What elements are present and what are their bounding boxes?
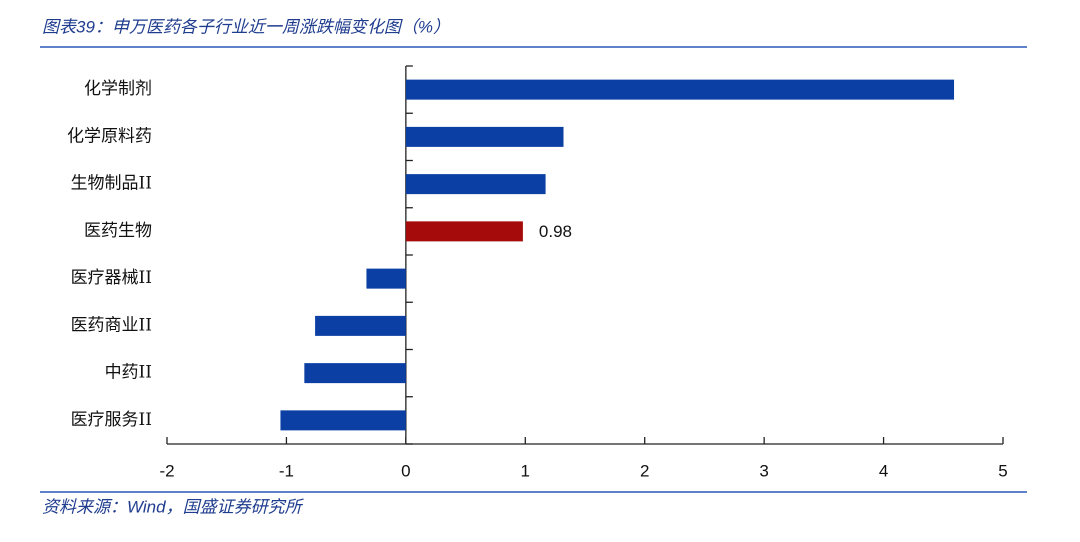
- x-tick-label: 1: [521, 461, 530, 480]
- bar: [405, 174, 546, 195]
- bar: [280, 410, 406, 431]
- value-label: 0.98: [539, 222, 572, 241]
- bar: [405, 126, 564, 147]
- x-tick-label: -1: [279, 461, 294, 480]
- y-tick-label: 医疗服务II: [71, 410, 152, 430]
- y-tick-label: 医药生物: [84, 221, 152, 241]
- y-tick-label: 生物制品II: [71, 174, 152, 194]
- bar: [366, 268, 406, 289]
- source-note: 资料来源：Wind，国盛证券研究所: [42, 497, 305, 516]
- y-tick-label: 化学原料药: [67, 126, 152, 146]
- bar: [405, 221, 523, 242]
- y-tick-label: 中药II: [105, 363, 152, 383]
- bar: [405, 79, 955, 100]
- x-tick-label: -2: [159, 461, 174, 480]
- x-tick-label: 5: [998, 461, 1007, 480]
- x-tick-label: 4: [879, 461, 888, 480]
- chart-title: 图表39：申万医药各子行业近一周涨跌幅变化图（%）: [42, 17, 450, 36]
- x-tick-label: 2: [640, 461, 649, 480]
- x-tick-label: 0: [401, 461, 410, 480]
- x-tick-label: 3: [759, 461, 768, 480]
- bar: [315, 315, 406, 336]
- y-tick-label: 医药商业II: [71, 315, 152, 335]
- y-tick-label: 化学制剂: [84, 79, 152, 99]
- bar: [304, 363, 406, 384]
- y-tick-label: 医疗器械II: [71, 268, 152, 288]
